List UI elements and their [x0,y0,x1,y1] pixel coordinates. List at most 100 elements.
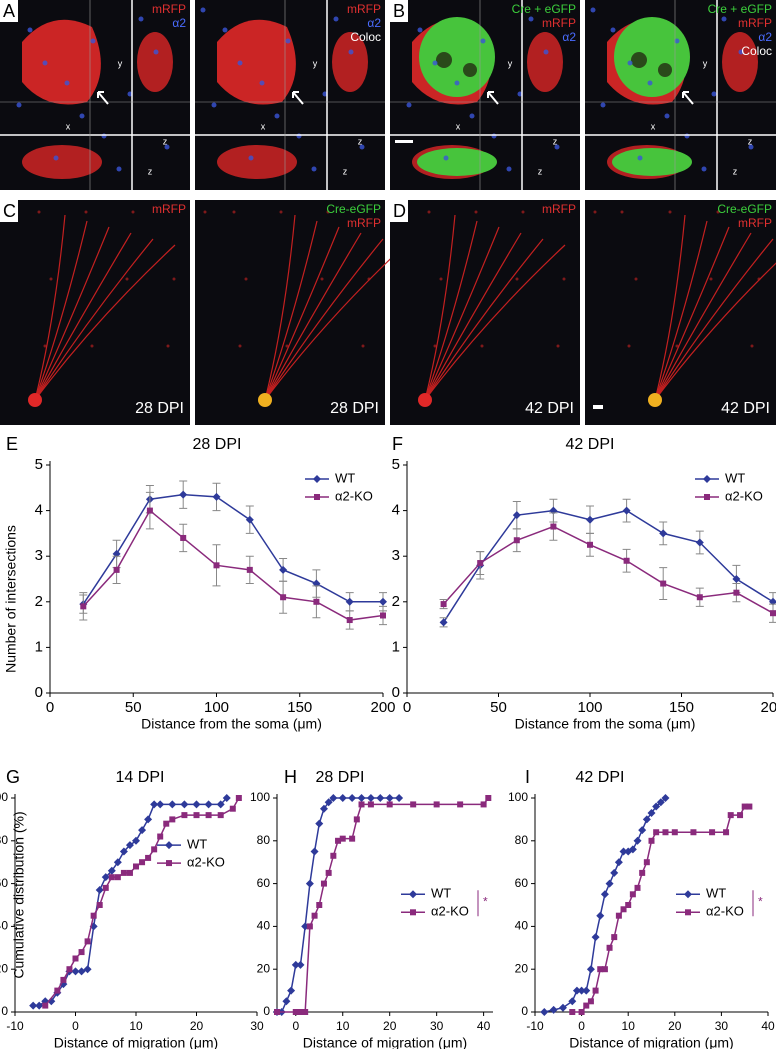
data-point [558,1003,567,1012]
dendrite [654,232,752,401]
legend-label: WT [706,886,726,901]
y-tick-label: 20 [515,961,529,975]
data-point [245,515,254,524]
puncta [42,60,48,66]
data-point [671,829,678,836]
data-point [695,538,704,547]
y-tick-label: 80 [257,833,271,847]
channel-label: mRFP [152,202,186,216]
puncta [469,113,475,119]
data-point [615,912,622,919]
data-point [168,800,177,809]
data-point [696,594,703,601]
speck [320,277,324,281]
dendrite [34,214,66,401]
y-tick-label: 1 [392,638,400,655]
stage-label: 28 DPI [330,400,379,417]
cell-soma [22,19,101,105]
data-point [611,934,618,941]
data-point [653,829,660,836]
puncta [480,38,486,44]
data-point [71,967,80,976]
x-tick-label: 20 [383,1019,397,1033]
data-point [132,836,140,845]
puncta [200,7,206,13]
puncta [543,49,549,55]
panel-letter: B [393,1,405,21]
data-point [606,944,613,951]
puncta [53,155,59,161]
y-tick-label: 2 [35,593,43,610]
data-point [578,1009,585,1015]
ortho-nucleus [417,148,497,176]
data-point [113,858,122,867]
data-point [583,1002,590,1009]
micrograph [195,200,385,425]
speck [433,344,437,348]
legend-marker [409,890,417,899]
data-point [386,801,393,808]
nucleolus [436,52,452,68]
legend-marker [410,909,416,916]
data-point [213,562,220,569]
data-point [146,507,153,514]
legend-label: α2-KO [335,488,373,503]
speck [367,277,371,281]
puncta [285,38,291,44]
x-tick-label: 0 [403,699,411,716]
data-point [620,906,627,913]
chart-title: 42 DPI [576,769,625,786]
dendrite [34,220,88,401]
dendrite [34,226,110,401]
data-point [279,565,288,574]
data-point [180,534,187,541]
data-point [587,541,593,548]
puncta [738,49,744,55]
data-point [380,612,386,619]
data-point [366,794,375,802]
data-point [292,1009,299,1015]
data-point [83,965,92,974]
data-point [639,869,646,876]
data-point [114,874,121,881]
channel-label: mRFP [347,2,381,16]
panel-letter: I [525,767,530,787]
data-point [120,869,127,876]
significance-mark: * [483,894,488,908]
nucleolus [658,63,672,77]
puncta [454,80,460,86]
x-tick-label: -10 [6,1019,24,1033]
ortho-nucleus [612,148,692,176]
speck [43,344,47,348]
puncta [164,144,170,150]
puncta [721,16,727,22]
data-point [513,537,520,544]
puncta [259,80,265,86]
data-point [113,566,120,573]
x-axis-label: Distance of migration (μm) [569,1035,733,1049]
speck [521,210,525,214]
channel-label: mRFP [347,216,381,230]
dendrite [264,220,318,401]
data-point [572,986,581,995]
legend-label: α2-KO [187,855,225,870]
puncta [664,113,670,119]
speck [172,277,176,281]
data-point [319,804,328,813]
axis-letter: x [66,121,71,131]
series-line [277,797,400,1013]
data-point [586,965,595,974]
data-point [102,884,109,891]
puncta [90,38,96,44]
puncta [138,16,144,22]
puncta [153,49,159,55]
speck [84,210,88,214]
speck [515,277,519,281]
data-point [169,816,176,823]
speck [244,277,248,281]
data-point [629,891,636,898]
data-point [367,801,374,808]
data-point [605,879,614,888]
dendrite [654,226,730,401]
data-point [353,816,360,823]
